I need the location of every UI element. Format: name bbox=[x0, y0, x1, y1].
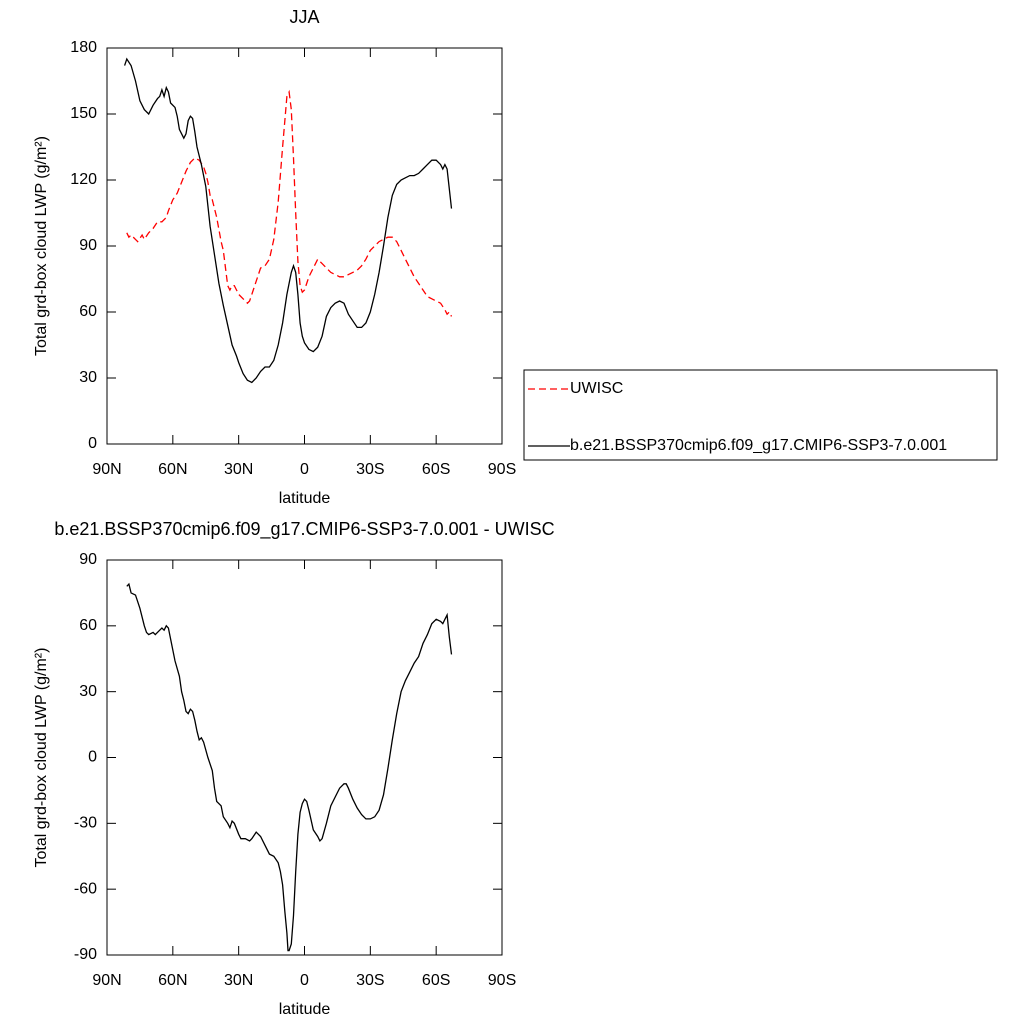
x-tick-label: 90S bbox=[488, 972, 516, 989]
x-tick-label: 30N bbox=[224, 461, 253, 478]
y-tick-label: 0 bbox=[88, 749, 97, 766]
y-tick-label: 30 bbox=[79, 683, 97, 700]
data-line bbox=[123, 57, 453, 384]
data-line bbox=[126, 89, 453, 317]
y-tick-label: 0 bbox=[88, 435, 97, 452]
y-tick-label: 30 bbox=[79, 369, 97, 386]
plot-frame bbox=[106, 47, 503, 445]
x-axis-label: latitude bbox=[279, 1001, 331, 1018]
y-tick-label: -30 bbox=[74, 815, 97, 832]
x-tick-label: 30S bbox=[356, 461, 384, 478]
x-tick-label: 90S bbox=[488, 461, 516, 478]
x-tick-label: 0 bbox=[300, 972, 309, 989]
legend-box bbox=[523, 369, 998, 461]
x-tick-label: 30N bbox=[224, 972, 253, 989]
y-axis-label: Total grd-box cloud LWP (g/m²) bbox=[33, 136, 50, 356]
legend-label: b.e21.BSSP370cmip6.f09_g17.CMIP6-SSP3-7.… bbox=[570, 437, 947, 454]
legend-label: UWISC bbox=[570, 380, 623, 397]
x-tick-label: 30S bbox=[356, 972, 384, 989]
x-tick-label: 60S bbox=[422, 972, 450, 989]
y-tick-label: 60 bbox=[79, 617, 97, 634]
chart-title: JJA bbox=[289, 7, 319, 27]
plot-frame bbox=[106, 559, 503, 956]
y-tick-label: 60 bbox=[79, 303, 97, 320]
y-tick-label: 150 bbox=[70, 105, 97, 122]
x-tick-label: 60N bbox=[158, 461, 187, 478]
x-tick-label: 90N bbox=[92, 972, 121, 989]
x-axis-label: latitude bbox=[279, 490, 331, 507]
y-axis-label: Total grd-box cloud LWP (g/m²) bbox=[33, 648, 50, 868]
y-tick-label: 180 bbox=[70, 39, 97, 56]
x-tick-label: 0 bbox=[300, 461, 309, 478]
y-tick-label: -90 bbox=[74, 946, 97, 963]
x-tick-label: 90N bbox=[92, 461, 121, 478]
y-tick-label: 90 bbox=[79, 237, 97, 254]
y-tick-label: -60 bbox=[74, 880, 97, 897]
chart-title: b.e21.BSSP370cmip6.f09_g17.CMIP6-SSP3-7.… bbox=[54, 519, 554, 540]
y-tick-label: 90 bbox=[79, 551, 97, 568]
y-tick-label: 120 bbox=[70, 171, 97, 188]
x-tick-label: 60N bbox=[158, 972, 187, 989]
x-tick-label: 60S bbox=[422, 461, 450, 478]
data-line bbox=[126, 582, 453, 952]
